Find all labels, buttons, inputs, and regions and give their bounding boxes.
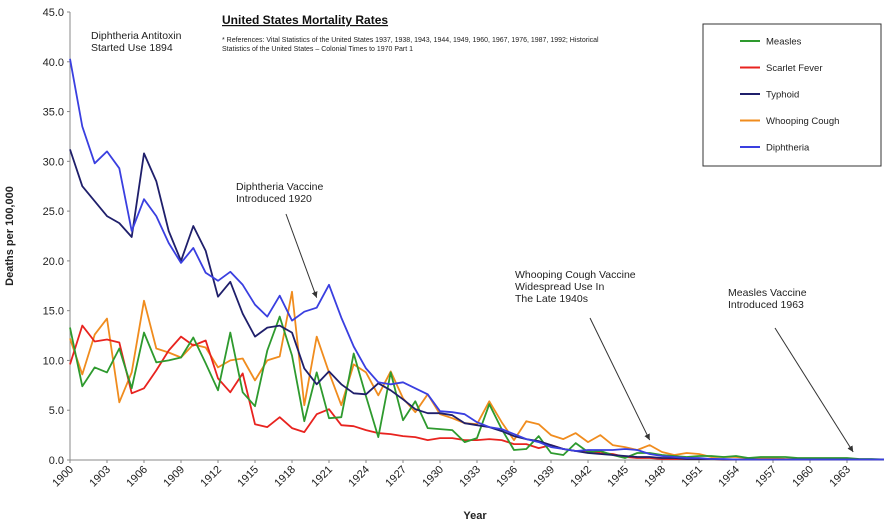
chart-subtitle-line-2: Statistics of the United States – Coloni… [222,46,413,53]
x-tick-label: 1918 [272,464,298,490]
chart-subtitle-line-1: * References: Vital Statistics of the Un… [222,37,599,44]
x-axis-title: Year [463,510,487,522]
y-tick-label: 10.0 [43,355,64,367]
x-tick-label: 1921 [309,464,335,490]
series-lines [69,58,885,461]
x-tick-label: 1960 [790,464,816,490]
annotation-text: Introduced 1920 [236,193,312,205]
annotation-arrow [774,327,854,453]
x-tick-label: 1915 [235,464,261,490]
y-tick-label: 45.0 [43,7,64,19]
legend-label: Scarlet Fever [766,63,823,74]
annotation-text: Introduced 1963 [728,299,804,311]
series-line-scarlet-fever [69,324,884,461]
legend-label: Typhoid [766,90,799,101]
series-line-whooping-cough [69,290,884,461]
y-tick-label: 20.0 [43,256,64,268]
x-tick-label: 1945 [605,464,631,490]
x-tick-label: 1957 [753,464,779,490]
annotation-text: Widespread Use In [515,281,604,293]
x-tick-label: 1948 [642,464,668,490]
y-tick-label: 15.0 [43,306,64,318]
y-tick-label: 35.0 [43,107,64,119]
legend-box [702,23,882,167]
x-tick-label: 1942 [568,464,594,490]
x-tick-label: 1933 [457,464,483,490]
y-tick-label: 30.0 [43,156,64,168]
x-tick-label: 1939 [531,464,557,490]
y-tick-labels: 0.0 5.0 10.0 15.0 20.0 25.0 30.0 35.0 40.0 45.0 [43,7,70,467]
x-tick-label: 1930 [420,464,446,490]
y-tick-label: 25.0 [43,206,64,218]
x-tick-label: 1951 [679,464,705,490]
annotation-text: Started Use 1894 [91,42,173,54]
x-tick-label: 1909 [161,464,187,490]
annotation-text: Diphtheria Antitoxin [91,30,182,42]
y-tick-label: 0.0 [49,455,64,467]
chart-title: United States Mortality Rates [222,13,388,27]
x-tick-label: 1963 [827,464,853,490]
annotation-arrow [285,213,318,298]
x-tick-label: 1924 [346,464,372,490]
y-axis-title: Deaths per 100,000 [4,186,16,286]
series-line-measles [69,315,885,461]
x-tick-label: 1954 [716,464,742,490]
x-tick-labels: 1900 1903 1906 1909 1912 1915 1918 1921 1924 1927… [50,460,853,489]
x-tick-label: 1903 [87,464,113,490]
x-tick-label: 1912 [198,464,224,490]
x-tick-label: 1900 [50,464,76,490]
legend-label: Measles [766,37,802,48]
x-tick-label: 1927 [383,464,409,490]
annotation-arrow [589,317,651,441]
y-tick-label: 40.0 [43,57,64,69]
x-tick-label: 1906 [124,464,150,490]
annotation-text: Diphtheria Vaccine [236,181,324,193]
annotation-text: Whooping Cough Vaccine [515,269,636,281]
series-line-diphtheria [69,58,884,461]
y-tick-label: 5.0 [49,405,64,417]
legend-label: Diphtheria [766,143,810,154]
annotation-text: Measles Vaccine [728,287,807,299]
legend-label: Whooping Cough [766,116,839,127]
x-tick-label: 1936 [494,464,520,490]
legend: Measles Scarlet Fever Typhoid Whooping Coug… [702,23,882,167]
annotation-text: The Late 1940s [515,293,588,305]
